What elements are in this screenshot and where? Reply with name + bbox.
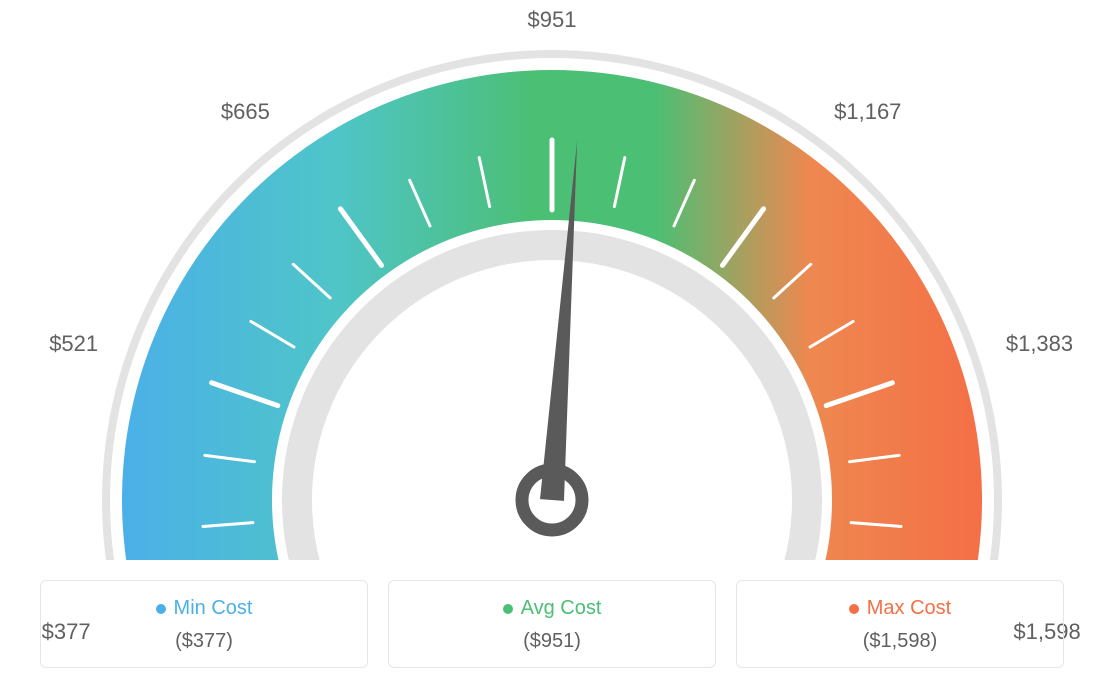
gauge-tick-label: $665 — [221, 99, 270, 125]
legend-avg-box: Avg Cost ($951) — [388, 580, 716, 668]
legend-avg-dot — [503, 604, 513, 614]
legend-avg-title-row: Avg Cost — [399, 597, 705, 620]
legend-avg-value: ($951) — [399, 630, 705, 653]
gauge-tick-label: $1,167 — [834, 99, 901, 125]
legend-max-box: Max Cost ($1,598) — [736, 580, 1064, 668]
legend-row: Min Cost ($377) Avg Cost ($951) Max Cost… — [40, 580, 1064, 668]
legend-avg-title: Avg Cost — [521, 597, 602, 620]
gauge-tick-label: $1,383 — [1006, 331, 1073, 357]
legend-max-title: Max Cost — [867, 597, 951, 620]
gauge-area: $377$521$665$951$1,167$1,383$1,598 — [0, 0, 1104, 560]
legend-min-title-row: Min Cost — [51, 597, 357, 620]
legend-max-title-row: Max Cost — [747, 597, 1053, 620]
gauge-tick-label: $951 — [528, 7, 577, 33]
cost-gauge-widget: $377$521$665$951$1,167$1,383$1,598 Min C… — [0, 0, 1104, 690]
legend-max-value: ($1,598) — [747, 630, 1053, 653]
legend-min-dot — [156, 604, 166, 614]
legend-min-box: Min Cost ($377) — [40, 580, 368, 668]
gauge-svg — [0, 0, 1104, 560]
gauge-tick-label: $521 — [49, 331, 98, 357]
legend-min-value: ($377) — [51, 630, 357, 653]
legend-max-dot — [849, 604, 859, 614]
legend-min-title: Min Cost — [174, 597, 253, 620]
